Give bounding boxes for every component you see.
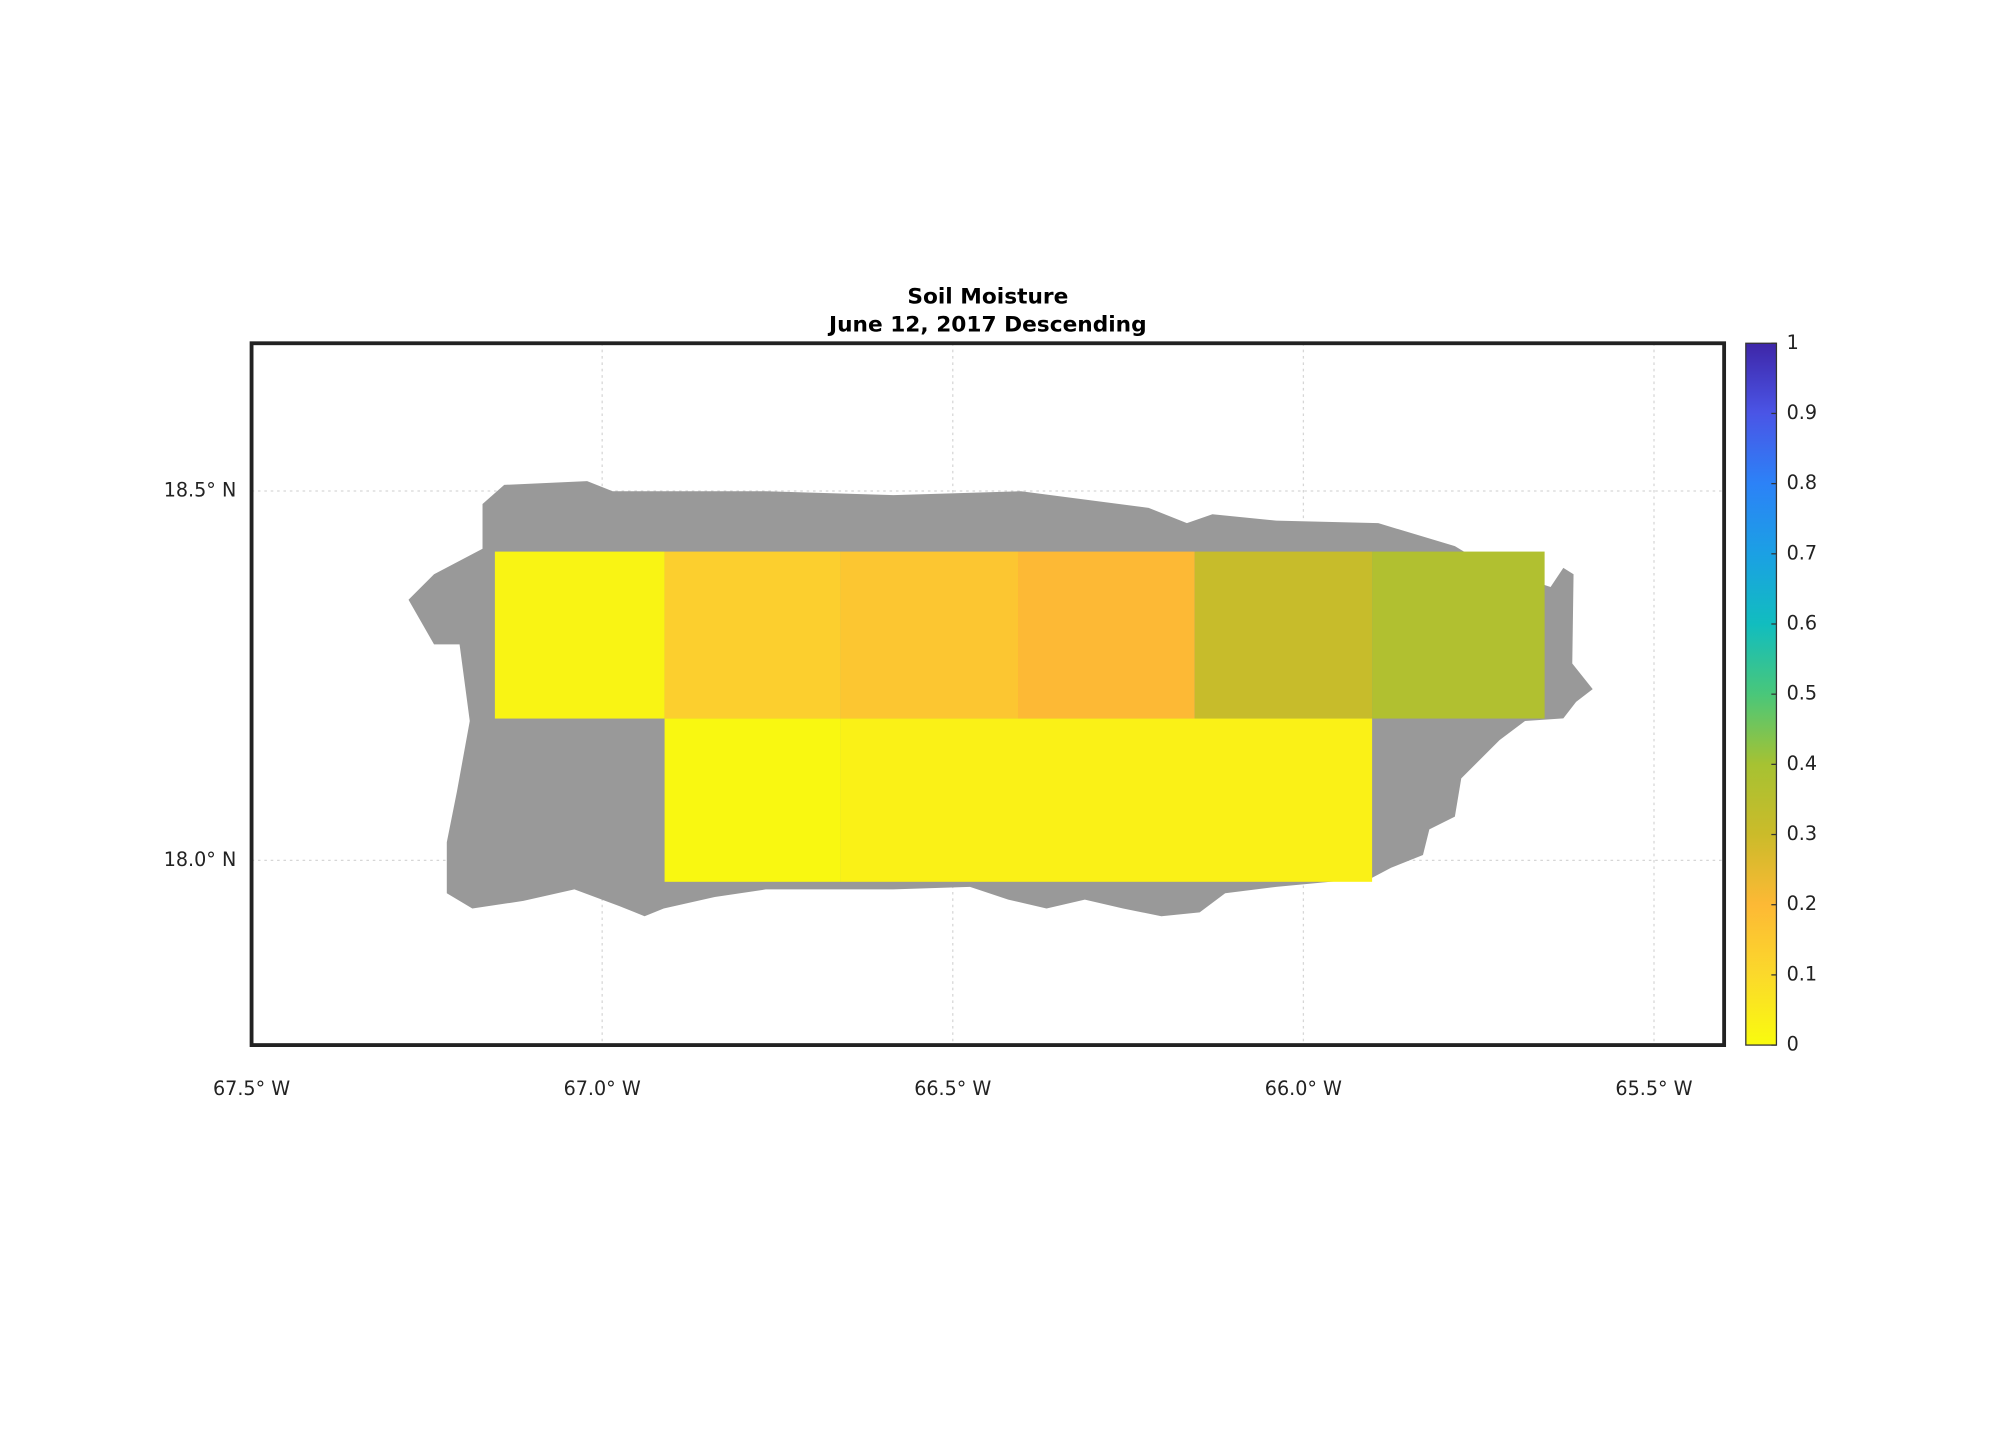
x-tick-label: 65.5° W xyxy=(1615,1077,1692,1100)
grid-cell xyxy=(664,551,841,719)
x-tick-label: 67.5° W xyxy=(213,1077,290,1100)
colorbar-tick-label: 0.4 xyxy=(1787,752,1817,775)
colorbar-tick-label: 0.9 xyxy=(1787,401,1817,424)
grid-cell xyxy=(664,718,841,882)
colorbar-tick-label: 0.1 xyxy=(1787,962,1817,985)
colorbar-tick-label: 0 xyxy=(1787,1033,1799,1056)
x-tick-label: 66.5° W xyxy=(914,1077,991,1100)
y-tick-label: 18.0° N xyxy=(164,848,237,871)
grid-cell xyxy=(840,718,1373,882)
grid-cell xyxy=(494,551,665,719)
colorbar-tick-label: 0.2 xyxy=(1787,892,1817,915)
grid-cell xyxy=(840,551,1018,719)
colorbar-tick-label: 1 xyxy=(1787,331,1799,354)
grid-cell xyxy=(1372,551,1545,719)
colorbar-tick-label: 0.6 xyxy=(1787,611,1817,634)
x-tick-label: 67.0° W xyxy=(564,1077,641,1100)
colorbar-tick-label: 0.5 xyxy=(1787,682,1817,705)
chart-subtitle: June 12, 2017 Descending xyxy=(827,312,1147,337)
x-tick-label: 66.0° W xyxy=(1265,1077,1342,1100)
grid-cell xyxy=(1194,551,1373,719)
y-tick-label: 18.5° N xyxy=(164,479,237,502)
colorbar-tick-label: 0.8 xyxy=(1787,471,1817,494)
colorbar-tick-label: 0.7 xyxy=(1787,541,1817,564)
chart-title: Soil Moisture xyxy=(907,284,1068,309)
plot-frame xyxy=(249,341,1727,1047)
colorbar-tick-label: 0.3 xyxy=(1787,822,1817,845)
grid-cell xyxy=(1017,551,1195,719)
